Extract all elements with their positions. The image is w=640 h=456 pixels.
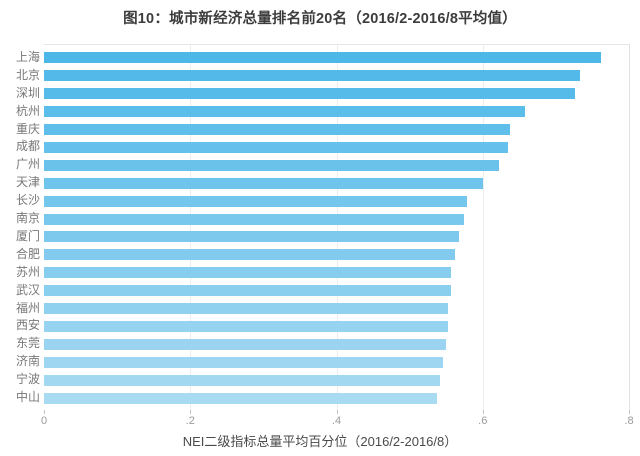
- bar-南京: [44, 213, 465, 225]
- gridline-x-0.4: [336, 45, 338, 411]
- x-axis-title: NEI二级指标总量平均百分位（2016/2-2016/8）: [182, 434, 458, 449]
- x-ticklabel-.4: .4: [331, 415, 342, 427]
- x-ticklabel-.6: .6: [478, 415, 488, 427]
- bar-西安: [44, 320, 448, 332]
- bar-重庆: [44, 124, 510, 136]
- city-label-北京: 北京: [15, 67, 40, 82]
- city-label-西安: 西安: [15, 318, 40, 333]
- bar-长沙: [44, 195, 468, 207]
- city-label-杭州: 杭州: [15, 103, 40, 118]
- city-label-长沙: 长沙: [15, 193, 40, 208]
- city-label-苏州: 苏州: [15, 264, 40, 279]
- bar-苏州: [44, 267, 452, 279]
- bar-上海: [44, 52, 602, 64]
- bar-济南: [44, 356, 444, 368]
- x-tickmark-.2: [190, 410, 192, 414]
- bar-天津: [44, 177, 483, 189]
- gridline-x-0.6: [482, 45, 484, 411]
- city-label-东莞: 东莞: [15, 336, 40, 351]
- x-ticklabel-.8: .8: [624, 415, 634, 427]
- gridline-x-0.2: [190, 45, 192, 411]
- x-tickmark-.4: [336, 410, 338, 414]
- city-label-广州: 广州: [15, 157, 40, 172]
- city-label-济南: 济南: [15, 354, 40, 369]
- bar-武汉: [44, 285, 451, 297]
- x-ticklabel-0: 0: [40, 415, 48, 427]
- city-label-天津: 天津: [15, 175, 40, 190]
- x-tickmark-.6: [482, 410, 484, 414]
- city-label-合肥: 合肥: [15, 246, 40, 261]
- x-tickmark-.8: [629, 410, 630, 414]
- city-label-厦门: 厦门: [15, 228, 40, 243]
- bar-深圳: [44, 88, 575, 100]
- bar-广州: [44, 159, 499, 171]
- city-label-中山: 中山: [15, 390, 40, 405]
- bar-东莞: [44, 338, 447, 350]
- city-label-成都: 成都: [15, 139, 40, 154]
- x-tickmark-0: [44, 410, 45, 414]
- city-label-福州: 福州: [15, 300, 40, 315]
- bar-中山: [44, 392, 438, 404]
- bar-北京: [44, 70, 580, 82]
- chart-title: 图10：城市新经济总量排名前20名（2016/2-2016/8平均值）: [123, 11, 517, 27]
- bar-福州: [44, 303, 449, 315]
- bar-宁波: [44, 374, 441, 386]
- bar-合肥: [44, 249, 455, 261]
- bar-成都: [44, 141, 508, 153]
- city-label-深圳: 深圳: [15, 85, 40, 100]
- city-label-重庆: 重庆: [15, 121, 40, 136]
- bar-厦门: [44, 231, 460, 243]
- plot-area: [44, 44, 630, 411]
- city-label-宁波: 宁波: [15, 372, 40, 387]
- city-label-上海: 上海: [15, 49, 40, 64]
- x-ticklabel-.2: .2: [185, 415, 195, 427]
- city-label-武汉: 武汉: [15, 282, 40, 297]
- bar-杭州: [44, 106, 526, 118]
- city-label-南京: 南京: [15, 211, 40, 226]
